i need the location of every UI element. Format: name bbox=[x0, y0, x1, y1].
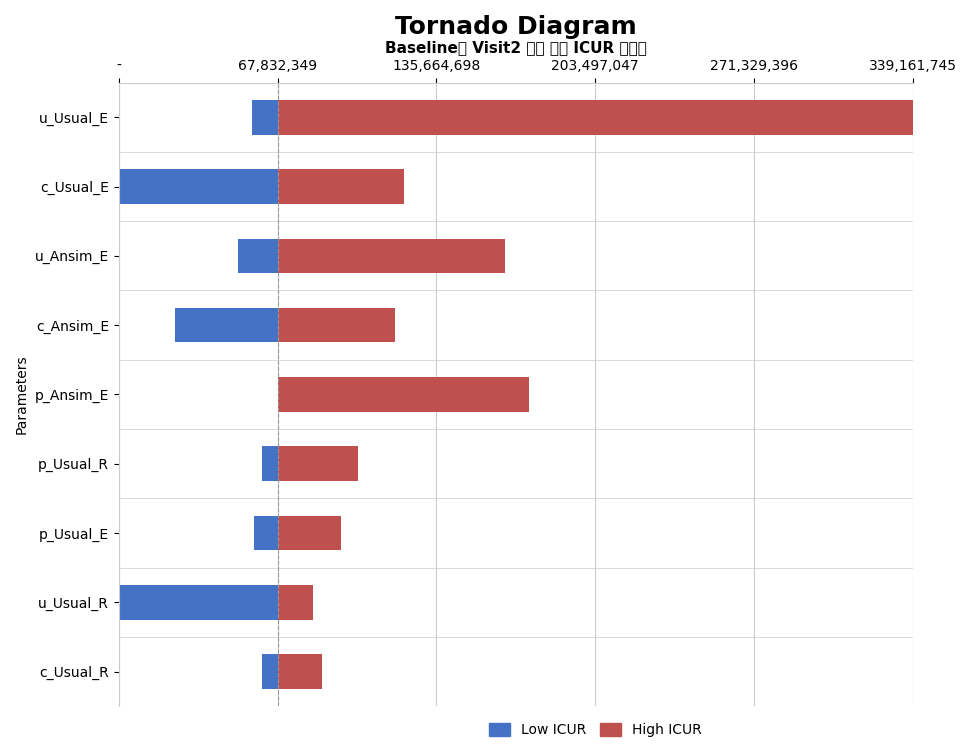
Bar bbox=[278, 585, 313, 620]
Legend: Low ICUR, High ICUR: Low ICUR, High ICUR bbox=[483, 718, 708, 743]
Bar bbox=[278, 446, 358, 481]
Bar bbox=[252, 100, 278, 134]
Bar bbox=[278, 377, 529, 411]
Bar bbox=[278, 655, 323, 689]
Bar bbox=[278, 239, 505, 273]
Bar bbox=[238, 239, 278, 273]
Bar bbox=[255, 516, 278, 550]
Title: Tornado Diagram: Tornado Diagram bbox=[395, 15, 637, 39]
Y-axis label: Parameters: Parameters bbox=[15, 355, 29, 434]
Bar bbox=[261, 446, 278, 481]
Bar bbox=[278, 516, 341, 550]
Bar bbox=[261, 655, 278, 689]
Bar bbox=[119, 169, 278, 204]
Bar bbox=[278, 100, 913, 134]
Bar bbox=[175, 308, 278, 343]
X-axis label: Baseline과 Visit2 시점 사이 ICUR 변화값: Baseline과 Visit2 시점 사이 ICUR 변화값 bbox=[385, 40, 646, 55]
Bar bbox=[278, 308, 395, 343]
Bar bbox=[278, 169, 404, 204]
Bar bbox=[119, 585, 278, 620]
